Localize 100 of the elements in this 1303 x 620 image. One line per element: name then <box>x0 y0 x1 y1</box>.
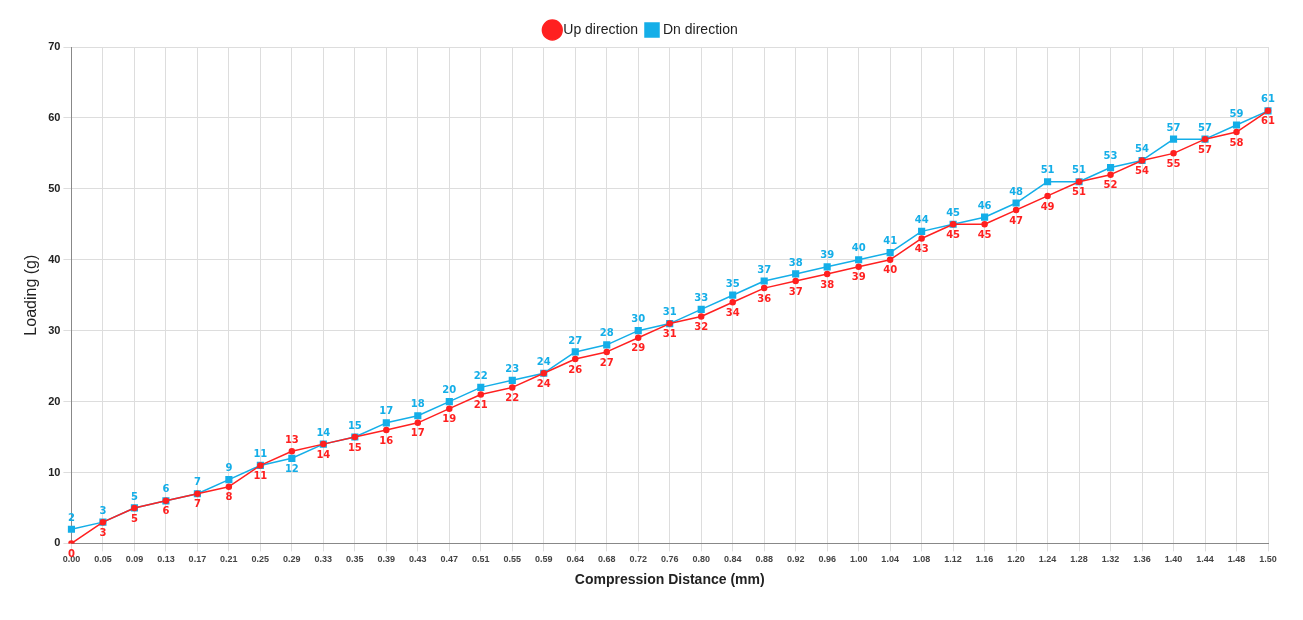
x-tick-label: 0.80 <box>692 554 710 565</box>
data-label: 51 <box>1040 164 1055 176</box>
data-label: 57 <box>1198 143 1213 155</box>
data-label: 59 <box>1229 107 1244 119</box>
data-label: 15 <box>347 441 362 453</box>
data-label: 47 <box>1009 214 1024 226</box>
data-label: 27 <box>599 356 614 368</box>
data-label: 3 <box>99 504 107 516</box>
data-label: 48 <box>1009 185 1024 197</box>
data-label: 45 <box>946 228 961 240</box>
data-label: 58 <box>1229 136 1244 148</box>
data-label: 44 <box>914 213 929 225</box>
x-tick-label: 1.28 <box>1070 554 1088 565</box>
data-label: 35 <box>725 277 740 289</box>
data-label: 39 <box>851 271 866 283</box>
x-tick-label: 0.55 <box>503 554 522 565</box>
data-label: 18 <box>410 398 425 410</box>
data-label: 51 <box>1072 186 1087 198</box>
x-tick-label: 1.48 <box>1227 554 1246 565</box>
data-label: 21 <box>473 399 488 411</box>
x-tick-label: 0.76 <box>660 554 679 565</box>
x-tick-label: 0.92 <box>786 554 805 565</box>
x-tick-label: 0.64 <box>566 554 585 565</box>
data-label: 7 <box>193 498 201 510</box>
data-label: 33 <box>694 291 709 303</box>
data-label: 7 <box>193 476 201 488</box>
y-tick-label: 40 <box>48 252 61 265</box>
data-label: 31 <box>662 306 677 318</box>
data-label: 57 <box>1166 121 1181 133</box>
data-label: 57 <box>1198 121 1213 133</box>
x-tick-label: 0.72 <box>629 554 647 565</box>
y-tick-label: 50 <box>48 181 61 194</box>
x-tick-label: 0.84 <box>723 554 742 565</box>
data-label: 28 <box>599 327 614 339</box>
data-label: 20 <box>442 384 457 396</box>
data-label: 3 <box>99 526 107 538</box>
data-label: 39 <box>820 249 835 261</box>
x-tick-label: 0.59 <box>535 554 553 565</box>
data-label: 5 <box>130 512 138 524</box>
legend-label: Dn direction <box>663 20 738 37</box>
data-label: 38 <box>820 278 835 290</box>
data-label: 30 <box>631 313 646 325</box>
data-label: 14 <box>316 448 331 460</box>
data-label: 54 <box>1135 165 1150 177</box>
x-tick-label: 1.20 <box>1007 554 1025 565</box>
x-tick-label: 0.21 <box>220 554 238 565</box>
data-label: 43 <box>914 243 929 255</box>
x-tick-label: 0.39 <box>377 554 396 565</box>
x-tick-label: 1.08 <box>912 554 931 565</box>
x-axis-title: Compression Distance (mm) <box>574 571 765 588</box>
data-label: 40 <box>851 242 866 254</box>
data-label: 24 <box>536 355 551 367</box>
data-label: 37 <box>788 285 803 297</box>
data-label: 17 <box>379 405 394 417</box>
data-label: 5 <box>130 490 138 502</box>
x-tick-label: 1.24 <box>1038 554 1057 565</box>
x-tick-label: 0.29 <box>283 554 301 565</box>
x-tick-label: 0.33 <box>314 554 333 565</box>
x-tick-label: 1.44 <box>1196 554 1214 565</box>
y-tick-label: 30 <box>48 323 61 336</box>
data-label: 19 <box>442 413 457 425</box>
x-tick-label: 0.35 <box>346 554 364 565</box>
x-tick-label: 0.51 <box>472 554 490 565</box>
x-tick-label: 0.47 <box>440 554 459 565</box>
x-tick-label: 1.00 <box>849 554 868 565</box>
x-tick-label: 1.16 <box>975 554 994 565</box>
data-label: 41 <box>883 235 898 247</box>
x-tick-label: 1.32 <box>1101 554 1120 565</box>
data-label: 6 <box>162 483 170 495</box>
data-label: 9 <box>225 462 233 474</box>
data-label: 61 <box>1261 93 1275 105</box>
data-label: 24 <box>536 377 551 389</box>
x-tick-label: 1.04 <box>881 554 899 565</box>
data-label: 26 <box>568 363 583 375</box>
data-label: 14 <box>316 426 331 438</box>
data-label: 11 <box>253 447 268 459</box>
x-tick-label: 0.13 <box>157 554 175 565</box>
x-tick-label: 0.68 <box>597 554 616 565</box>
data-label: 29 <box>631 342 646 354</box>
data-label: 54 <box>1135 143 1150 155</box>
data-label: 17 <box>410 427 425 439</box>
data-label: 12 <box>284 462 299 474</box>
y-tick-label: 70 <box>48 40 61 53</box>
data-label: 40 <box>883 264 898 276</box>
data-label: 52 <box>1103 179 1118 191</box>
data-label: 46 <box>977 199 992 211</box>
y-tick-label: 20 <box>48 394 61 407</box>
data-label: 49 <box>1040 200 1055 212</box>
y-tick-label: 60 <box>48 110 61 123</box>
data-label: 27 <box>568 334 583 346</box>
data-label: 45 <box>977 228 992 240</box>
y-axis-title: Loading (g) <box>22 254 40 336</box>
data-label: 6 <box>162 505 170 517</box>
data-label: 34 <box>725 306 740 318</box>
x-tick-label: 0.05 <box>94 554 112 565</box>
data-label: 23 <box>505 362 520 374</box>
data-label: 22 <box>505 391 520 403</box>
x-tick-label: 1.12 <box>944 554 962 565</box>
data-label: 2 <box>67 511 75 523</box>
data-label: 45 <box>946 206 961 218</box>
